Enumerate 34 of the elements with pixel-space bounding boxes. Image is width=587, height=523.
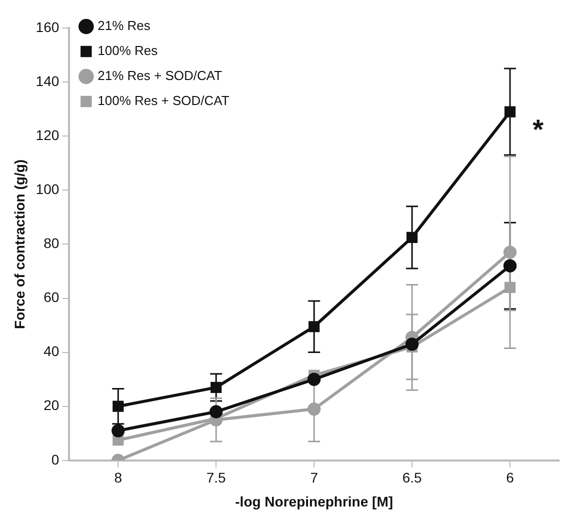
y-tick-label: 80 <box>44 235 60 252</box>
y-tick-label: 60 <box>44 289 60 306</box>
point <box>503 259 517 272</box>
x-axis-title: -log Norepinephrine [M] <box>235 493 394 510</box>
point <box>307 372 321 386</box>
legend-label: 100% Res <box>98 43 158 58</box>
point <box>504 282 516 293</box>
y-tick-label: 160 <box>36 18 60 35</box>
point <box>406 232 418 243</box>
x-tick-label: 7 <box>310 470 318 486</box>
point <box>112 424 125 438</box>
x-tick-label: 8 <box>114 470 122 486</box>
x-tick-label: 6.5 <box>402 470 422 486</box>
point <box>112 400 124 412</box>
y-tick-label: 100 <box>36 181 60 198</box>
point <box>307 402 321 416</box>
y-tick-label: 140 <box>36 72 60 89</box>
point <box>210 405 223 418</box>
point <box>308 321 320 332</box>
y-tick-label: 20 <box>44 397 60 414</box>
y-tick-label: 0 <box>51 451 60 468</box>
point <box>503 246 517 259</box>
legend-label: 21% Res + SOD/CAT <box>98 68 222 84</box>
y-tick-label: 120 <box>36 126 60 143</box>
y-axis-title: Force of contraction (g/g) <box>11 159 28 329</box>
y-tick-label: 40 <box>44 343 60 360</box>
x-tick-label: 7.5 <box>206 470 226 486</box>
point <box>504 106 516 118</box>
point <box>210 382 222 393</box>
legend-label: 21% Res <box>98 18 151 34</box>
x-tick-label: 6 <box>506 470 514 486</box>
annotation: * <box>532 114 544 146</box>
legend-label: 100% Res + SOD/CAT <box>98 93 230 108</box>
point <box>405 338 419 351</box>
